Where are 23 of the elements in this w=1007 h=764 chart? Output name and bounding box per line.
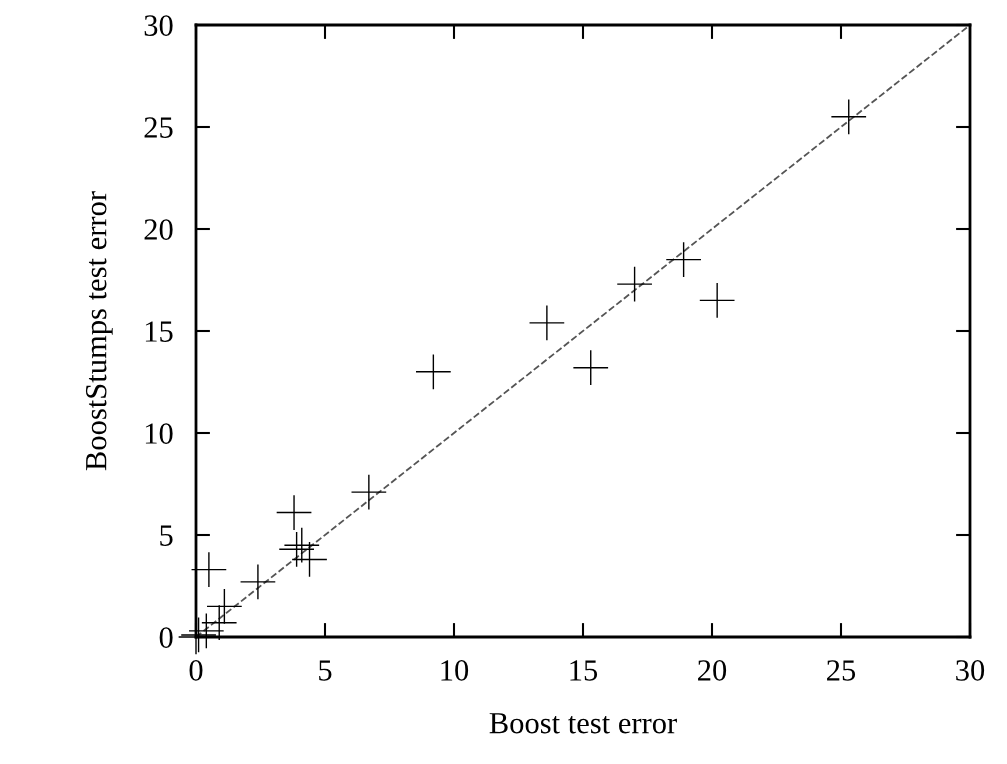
x-tick-label: 30 xyxy=(956,660,985,681)
y-tick-label: 15 xyxy=(145,321,173,342)
x-tick-label: 20 xyxy=(698,660,727,681)
point xyxy=(529,305,565,341)
point xyxy=(276,495,312,530)
x-tick-label: 25 xyxy=(827,660,856,681)
point xyxy=(191,552,227,588)
point xyxy=(699,283,735,318)
y-tick-label: 20 xyxy=(144,219,173,240)
y-tick-label: 5 xyxy=(160,525,173,546)
point xyxy=(351,474,387,510)
x-tick-label: 0 xyxy=(189,660,203,681)
y-tick-label: 0 xyxy=(159,627,173,648)
x-tick-label: 5 xyxy=(319,660,332,681)
y-tick-label: 10 xyxy=(145,423,173,444)
x-tick-label: 15 xyxy=(570,660,598,681)
x-tick-label: 10 xyxy=(441,660,469,681)
y-tick-label: 25 xyxy=(144,117,173,138)
x-axis-title: Boost test error xyxy=(489,713,677,734)
point xyxy=(617,266,652,302)
y-tick-label: 30 xyxy=(144,15,173,36)
y-axis-title: BoostStumps test error xyxy=(85,191,113,471)
point xyxy=(240,564,276,600)
